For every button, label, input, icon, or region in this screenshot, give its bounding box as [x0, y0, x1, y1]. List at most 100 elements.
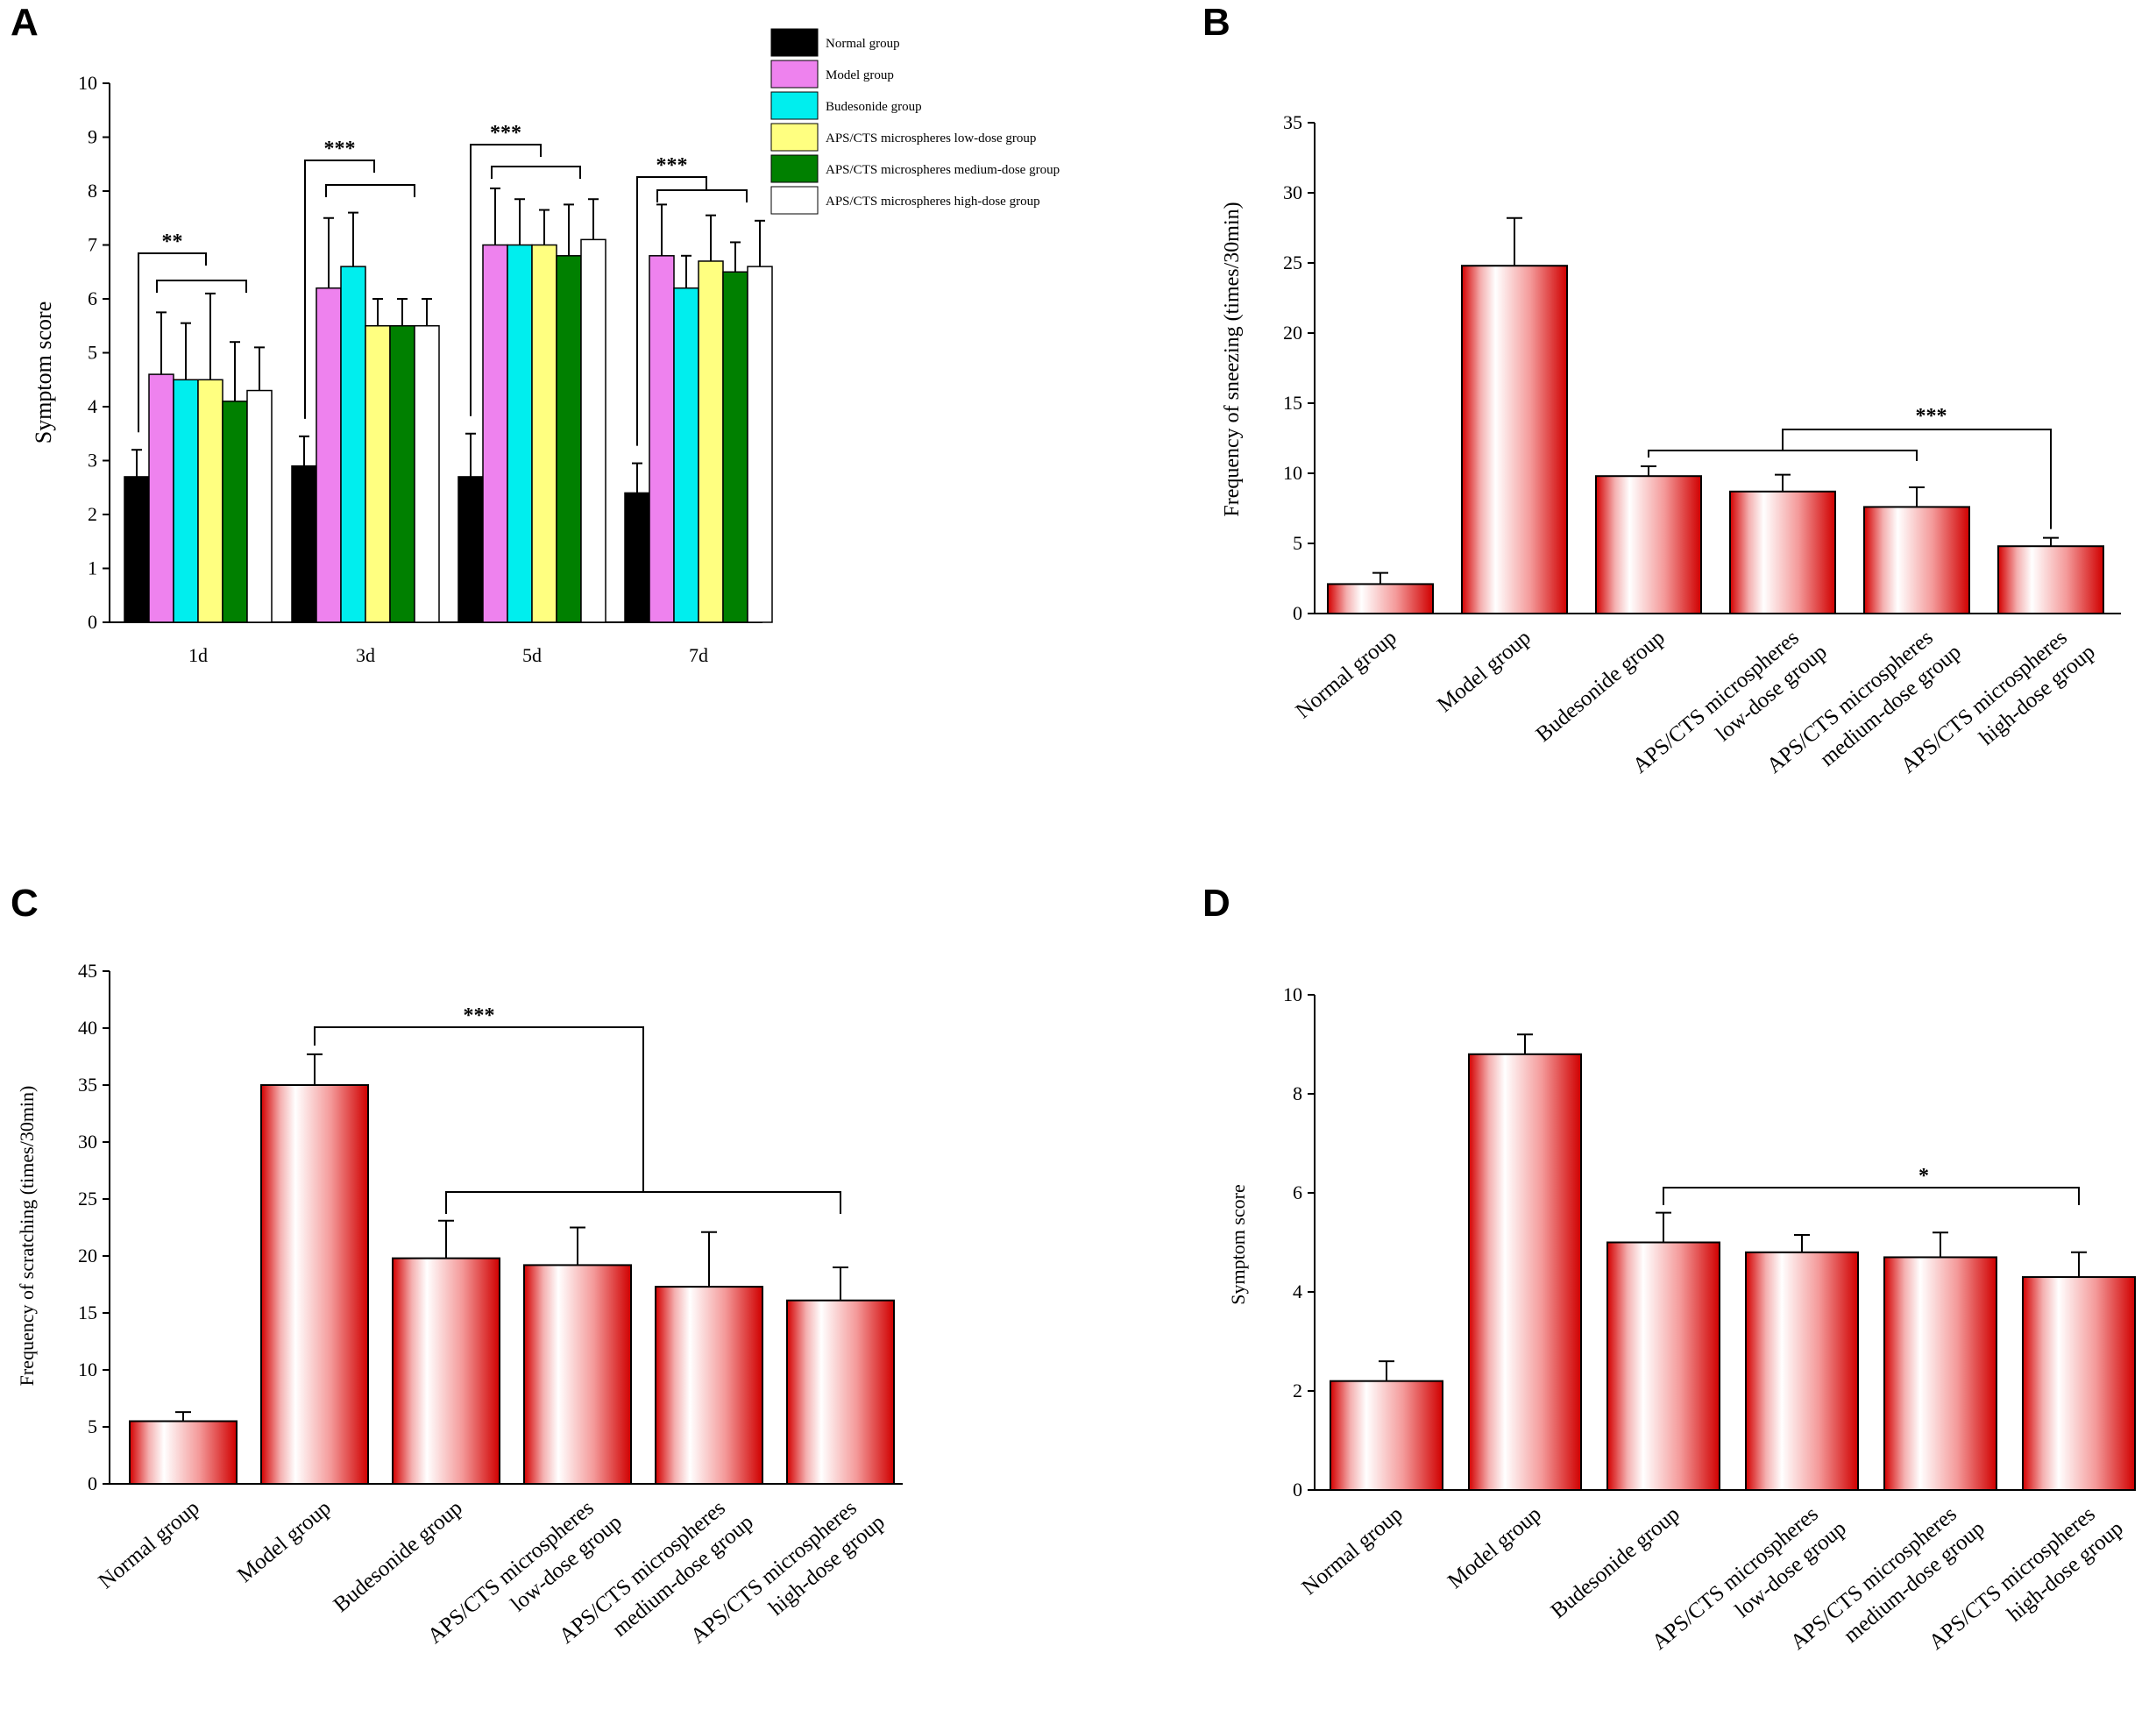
panel-a-sig-stars: *** — [490, 122, 521, 145]
panel-b-x-tick-label: Budesonide group — [1532, 626, 1670, 747]
legend-swatch-low — [770, 123, 819, 152]
panel-c-y-tick-label: 35 — [78, 1074, 97, 1096]
panel-d-bar — [2022, 1276, 2136, 1492]
panel-a-y-tick-label: 3 — [88, 450, 97, 472]
panel-a-bar — [747, 266, 773, 623]
panel-d-x-tick-label-line: Model group — [1443, 1502, 1546, 1593]
panel-d-y-tick-label: 0 — [1293, 1479, 1302, 1501]
panel-b-y-tick-label: 5 — [1293, 532, 1302, 554]
panel-c-bar — [392, 1257, 500, 1485]
panel-d-y-tick-label: 4 — [1293, 1281, 1302, 1302]
panel-a-bar — [291, 465, 317, 623]
panel-a-y-tick-label: 4 — [88, 395, 97, 417]
panel-c-bar — [260, 1084, 369, 1485]
legend-label-model: Model group — [826, 68, 894, 82]
legend-swatch-high — [770, 186, 819, 215]
panel-letter-b: B — [1202, 1, 1230, 44]
panel-d-bar — [1468, 1053, 1582, 1492]
legend-swatch-budesonide — [770, 91, 819, 120]
panel-a-bar — [507, 244, 533, 623]
panel-a-sig-bracket — [636, 176, 707, 446]
panel-a-bar — [246, 389, 273, 623]
panel-a-x-tick-label: 5d — [522, 644, 542, 666]
panel-a-x-tick-label: 7d — [689, 644, 708, 666]
legend-swatch-medium — [770, 154, 819, 183]
panel-a-sig-stars: ** — [162, 231, 183, 253]
panel-b-sig-bracket — [1782, 429, 2052, 529]
panel-d-x-tick-label: Budesonide group — [1547, 1502, 1684, 1623]
panel-c-y-tick-label: 15 — [78, 1302, 97, 1323]
panel-c-y-tick-label: 25 — [78, 1188, 97, 1210]
legend-swatch-normal — [770, 28, 819, 57]
panel-b-bar — [1327, 583, 1434, 615]
panel-b-sig-stars: *** — [1916, 405, 1947, 428]
panel-c-x-tick-label-line: Budesonide group — [330, 1496, 467, 1617]
panel-a-ylabel: Symptom score — [31, 302, 56, 444]
panel-d-sig-stars: * — [1918, 1165, 1929, 1188]
panel-a-y-tick-label: 7 — [88, 234, 97, 256]
panel-b-y-tick-label: 20 — [1283, 322, 1302, 344]
panel-letter-d: D — [1202, 882, 1230, 925]
panel-a-bar — [649, 255, 675, 623]
panel-c-sig-bracket — [314, 1026, 644, 1192]
panel-c-y-tick-label: 20 — [78, 1245, 97, 1266]
panel-a-bar — [173, 379, 199, 623]
panel-a-bar — [722, 271, 748, 623]
panel-a-bar — [698, 260, 724, 623]
panel-a-bar — [124, 476, 150, 623]
panel-b-bar — [1863, 506, 1970, 615]
panel-c-bar — [523, 1264, 632, 1486]
panel-c-x-tick-label-line: Normal group — [95, 1496, 204, 1593]
panel-c-x-tick-label-line: Model group — [233, 1496, 336, 1587]
panel-a-sig-bracket — [325, 184, 415, 197]
panel-c-sig-bracket — [445, 1191, 841, 1214]
panel-c-x-tick-label: Normal group — [95, 1496, 204, 1593]
panel-c-y-tick-label: 10 — [78, 1359, 97, 1380]
panel-d-y-tick-label: 10 — [1283, 983, 1302, 1005]
panel-b-bar — [1595, 475, 1702, 615]
panel-b-y-tick-label: 15 — [1283, 392, 1302, 414]
panel-b-x-tick-label-line: Model group — [1433, 626, 1535, 717]
panel-d-y-tick-label: 2 — [1293, 1380, 1302, 1401]
panel-a-bar — [673, 287, 699, 623]
legend-label-medium: APS/CTS microspheres medium-dose group — [826, 163, 1060, 177]
panel-a-bar — [531, 244, 557, 623]
panel-a-sig-bracket — [156, 280, 247, 293]
panel-c-y-tick-label: 40 — [78, 1017, 97, 1039]
panel-a-bar — [624, 492, 650, 623]
panel-a-y-tick-label: 0 — [88, 611, 97, 633]
panel-d-x-tick-label-line: Budesonide group — [1547, 1502, 1684, 1623]
panel-a-y-tick-label: 8 — [88, 180, 97, 202]
panel-c-bar — [655, 1286, 763, 1485]
panel-b-bar — [1997, 545, 2104, 615]
panel-a-legend: Normal group Model group Budesonide grou… — [770, 28, 1060, 215]
panel-a-x-tick-label: 1d — [188, 644, 208, 666]
panel-d-x-tick-label-line: Normal group — [1298, 1502, 1408, 1600]
panel-b-y-tick-label: 30 — [1283, 181, 1302, 203]
chart-d: 0 2 4 6 8 10 Normal group Model group Budesonide… — [1283, 983, 2136, 1655]
panel-b-x-tick-label-line: Normal group — [1292, 626, 1401, 723]
panel-a-y-tick-label: 10 — [78, 72, 97, 94]
panel-a-bar — [482, 244, 508, 623]
panel-a-bar — [197, 379, 223, 623]
panel-a-sig-bracket — [470, 144, 542, 416]
legend-swatch-model — [770, 60, 819, 89]
panel-d-y-tick-label: 6 — [1293, 1181, 1302, 1203]
legend-label-normal: Normal group — [826, 37, 900, 51]
panel-a-bar — [457, 476, 484, 623]
panel-a-bar — [148, 373, 174, 623]
chart-c: 0 5 10 15 20 25 30 35 40 45 Normal group Model grou… — [78, 960, 903, 1649]
panel-b-bar — [1729, 490, 1836, 614]
panel-a-sig-bracket — [304, 160, 375, 419]
panel-a-sig-bracket — [138, 252, 207, 433]
panel-c-y-tick-label: 30 — [78, 1131, 97, 1153]
legend-label-budesonide: Budesonide group — [826, 100, 922, 114]
panel-d-bar — [1883, 1256, 1997, 1491]
panel-a-bar — [222, 401, 248, 623]
panel-a-bar — [340, 266, 366, 623]
panel-a-bar — [365, 325, 391, 623]
panel-c-y-tick-label: 5 — [88, 1415, 97, 1437]
panel-d-bar — [1606, 1241, 1720, 1491]
